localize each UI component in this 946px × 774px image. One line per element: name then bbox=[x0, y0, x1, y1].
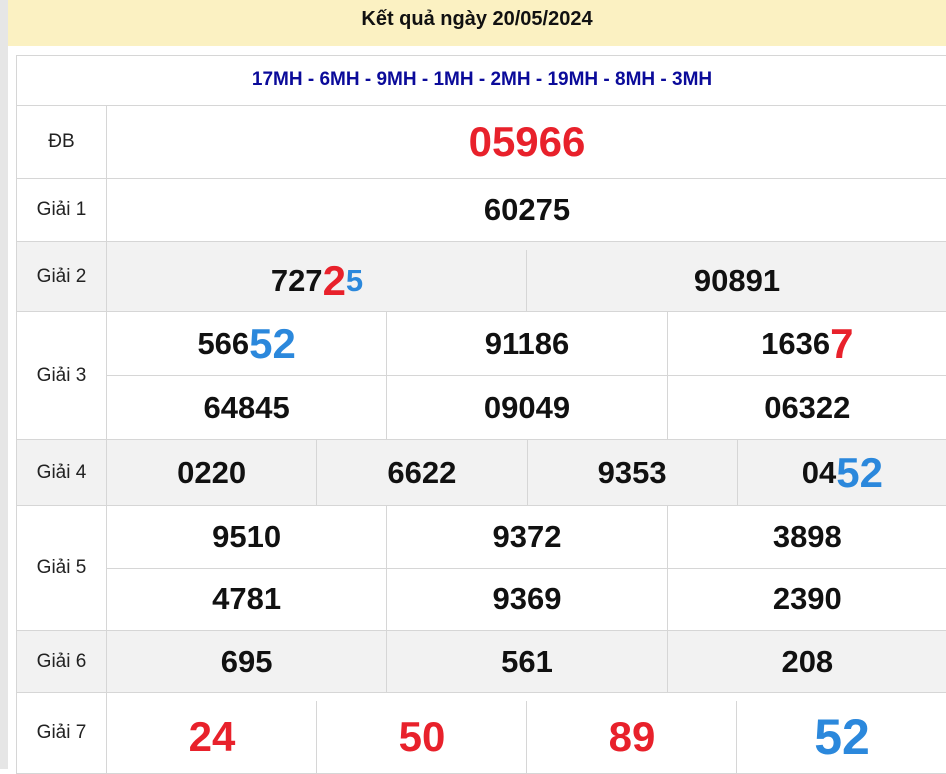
digits: 2390 bbox=[772, 581, 842, 617]
highlighted-digits: 52 bbox=[836, 448, 883, 496]
prize-number: 9369 bbox=[386, 568, 666, 630]
prize-number: 24 bbox=[107, 701, 317, 773]
digits: 1636 bbox=[761, 325, 831, 361]
prize-number: 695 bbox=[107, 631, 386, 692]
prize-number: 561 bbox=[386, 631, 666, 692]
prize-label: Giải 6 bbox=[17, 631, 107, 692]
prize-label: Giải 2 bbox=[17, 242, 107, 311]
highlighted-digits: 50 bbox=[398, 713, 446, 760]
prize-label: Giải 4 bbox=[17, 440, 107, 505]
prize-number: 64845 bbox=[107, 376, 386, 439]
prize-row: Giải 1 60275 bbox=[17, 179, 946, 242]
digits: 561 bbox=[501, 643, 553, 679]
prize-label: Giải 1 bbox=[17, 179, 107, 241]
prize-label: Giải 7 bbox=[17, 693, 107, 773]
digits: 06322 bbox=[764, 389, 851, 425]
highlighted-digits: 52 bbox=[249, 319, 296, 367]
prize-number: 0220 bbox=[107, 440, 316, 505]
prize-number: 4781 bbox=[107, 569, 386, 631]
digits: 727 bbox=[270, 262, 323, 298]
prize-row: Giải 3 566 52 91186 1636 7 64845 09049 06322 bbox=[17, 312, 946, 440]
prize-number: 50 bbox=[317, 701, 527, 773]
prize-number: 89 bbox=[527, 701, 737, 773]
digits: 09049 bbox=[483, 389, 571, 425]
prize-number: 1636 7 bbox=[666, 312, 946, 375]
highlighted-digits: 89 bbox=[608, 713, 656, 760]
prize-number: 06322 bbox=[666, 376, 946, 439]
prize-row: Giải 7 24 50 89 52 bbox=[17, 693, 946, 774]
prize-number: 9372 bbox=[386, 506, 666, 568]
prize-number: 04 52 bbox=[736, 440, 946, 505]
highlighted-digits: 5 bbox=[345, 262, 364, 298]
highlighted-digits: 7 bbox=[830, 319, 854, 367]
digits: 04 bbox=[801, 454, 837, 490]
digits: 9510 bbox=[212, 518, 282, 554]
prize-number: 9510 bbox=[107, 506, 386, 568]
prize-number: 90891 bbox=[527, 250, 946, 311]
digits: 695 bbox=[220, 643, 273, 679]
digits: 4781 bbox=[212, 581, 282, 617]
highlighted-digits: 52 bbox=[814, 709, 870, 765]
digits: 566 bbox=[197, 325, 250, 361]
results-date-title: Kết quả ngày 20/05/2024 bbox=[8, 0, 946, 46]
prize-number: 52 bbox=[737, 701, 946, 773]
prize-number: 3898 bbox=[666, 506, 946, 568]
digits: 3898 bbox=[772, 518, 842, 554]
prize-label: ĐB bbox=[17, 106, 107, 178]
highlighted-digits: 24 bbox=[188, 713, 236, 760]
prize-label: Giải 3 bbox=[17, 312, 107, 439]
digits: 64845 bbox=[203, 389, 290, 425]
digits: 9369 bbox=[492, 581, 562, 617]
prize-number: 05966 bbox=[107, 106, 946, 178]
digits: 9353 bbox=[597, 454, 667, 490]
prize-number: 6622 bbox=[316, 440, 526, 505]
prize-number: 727 2 5 bbox=[107, 250, 527, 311]
province-codes: 17MH - 6MH - 9MH - 1MH - 2MH - 19MH - 8M… bbox=[17, 56, 946, 106]
prize-number: 60275 bbox=[107, 179, 946, 241]
prize-number: 2390 bbox=[666, 568, 946, 630]
digits: 9372 bbox=[492, 518, 562, 554]
highlighted-digits: 05966 bbox=[468, 118, 586, 165]
digits: 90891 bbox=[693, 262, 781, 298]
digits: 6622 bbox=[387, 454, 457, 490]
prize-number: 9353 bbox=[526, 440, 737, 505]
results-table: 17MH - 6MH - 9MH - 1MH - 2MH - 19MH - 8M… bbox=[16, 55, 946, 774]
prize-row: Giải 5 9510 9372 3898 4781 9369 2390 bbox=[17, 506, 946, 631]
prize-number: 09049 bbox=[386, 376, 666, 439]
highlighted-digits: 2 bbox=[322, 256, 346, 304]
prize-number: 91186 bbox=[386, 312, 666, 375]
digits: 60275 bbox=[483, 192, 571, 227]
prize-row: Giải 4 0220 6622 9353 04 52 bbox=[17, 440, 946, 506]
left-scroll-edge bbox=[0, 0, 8, 769]
prize-row: Giải 2 727 2 5 90891 bbox=[17, 242, 946, 312]
digits: 0220 bbox=[177, 454, 247, 490]
prize-number: 208 bbox=[666, 631, 946, 692]
prize-label: Giải 5 bbox=[17, 506, 107, 630]
prize-row: ĐB 05966 bbox=[17, 106, 946, 179]
prize-row: Giải 6 695 561 208 bbox=[17, 631, 946, 693]
digits: 208 bbox=[781, 643, 834, 679]
prize-number: 566 52 bbox=[107, 312, 386, 375]
digits: 91186 bbox=[484, 325, 570, 361]
